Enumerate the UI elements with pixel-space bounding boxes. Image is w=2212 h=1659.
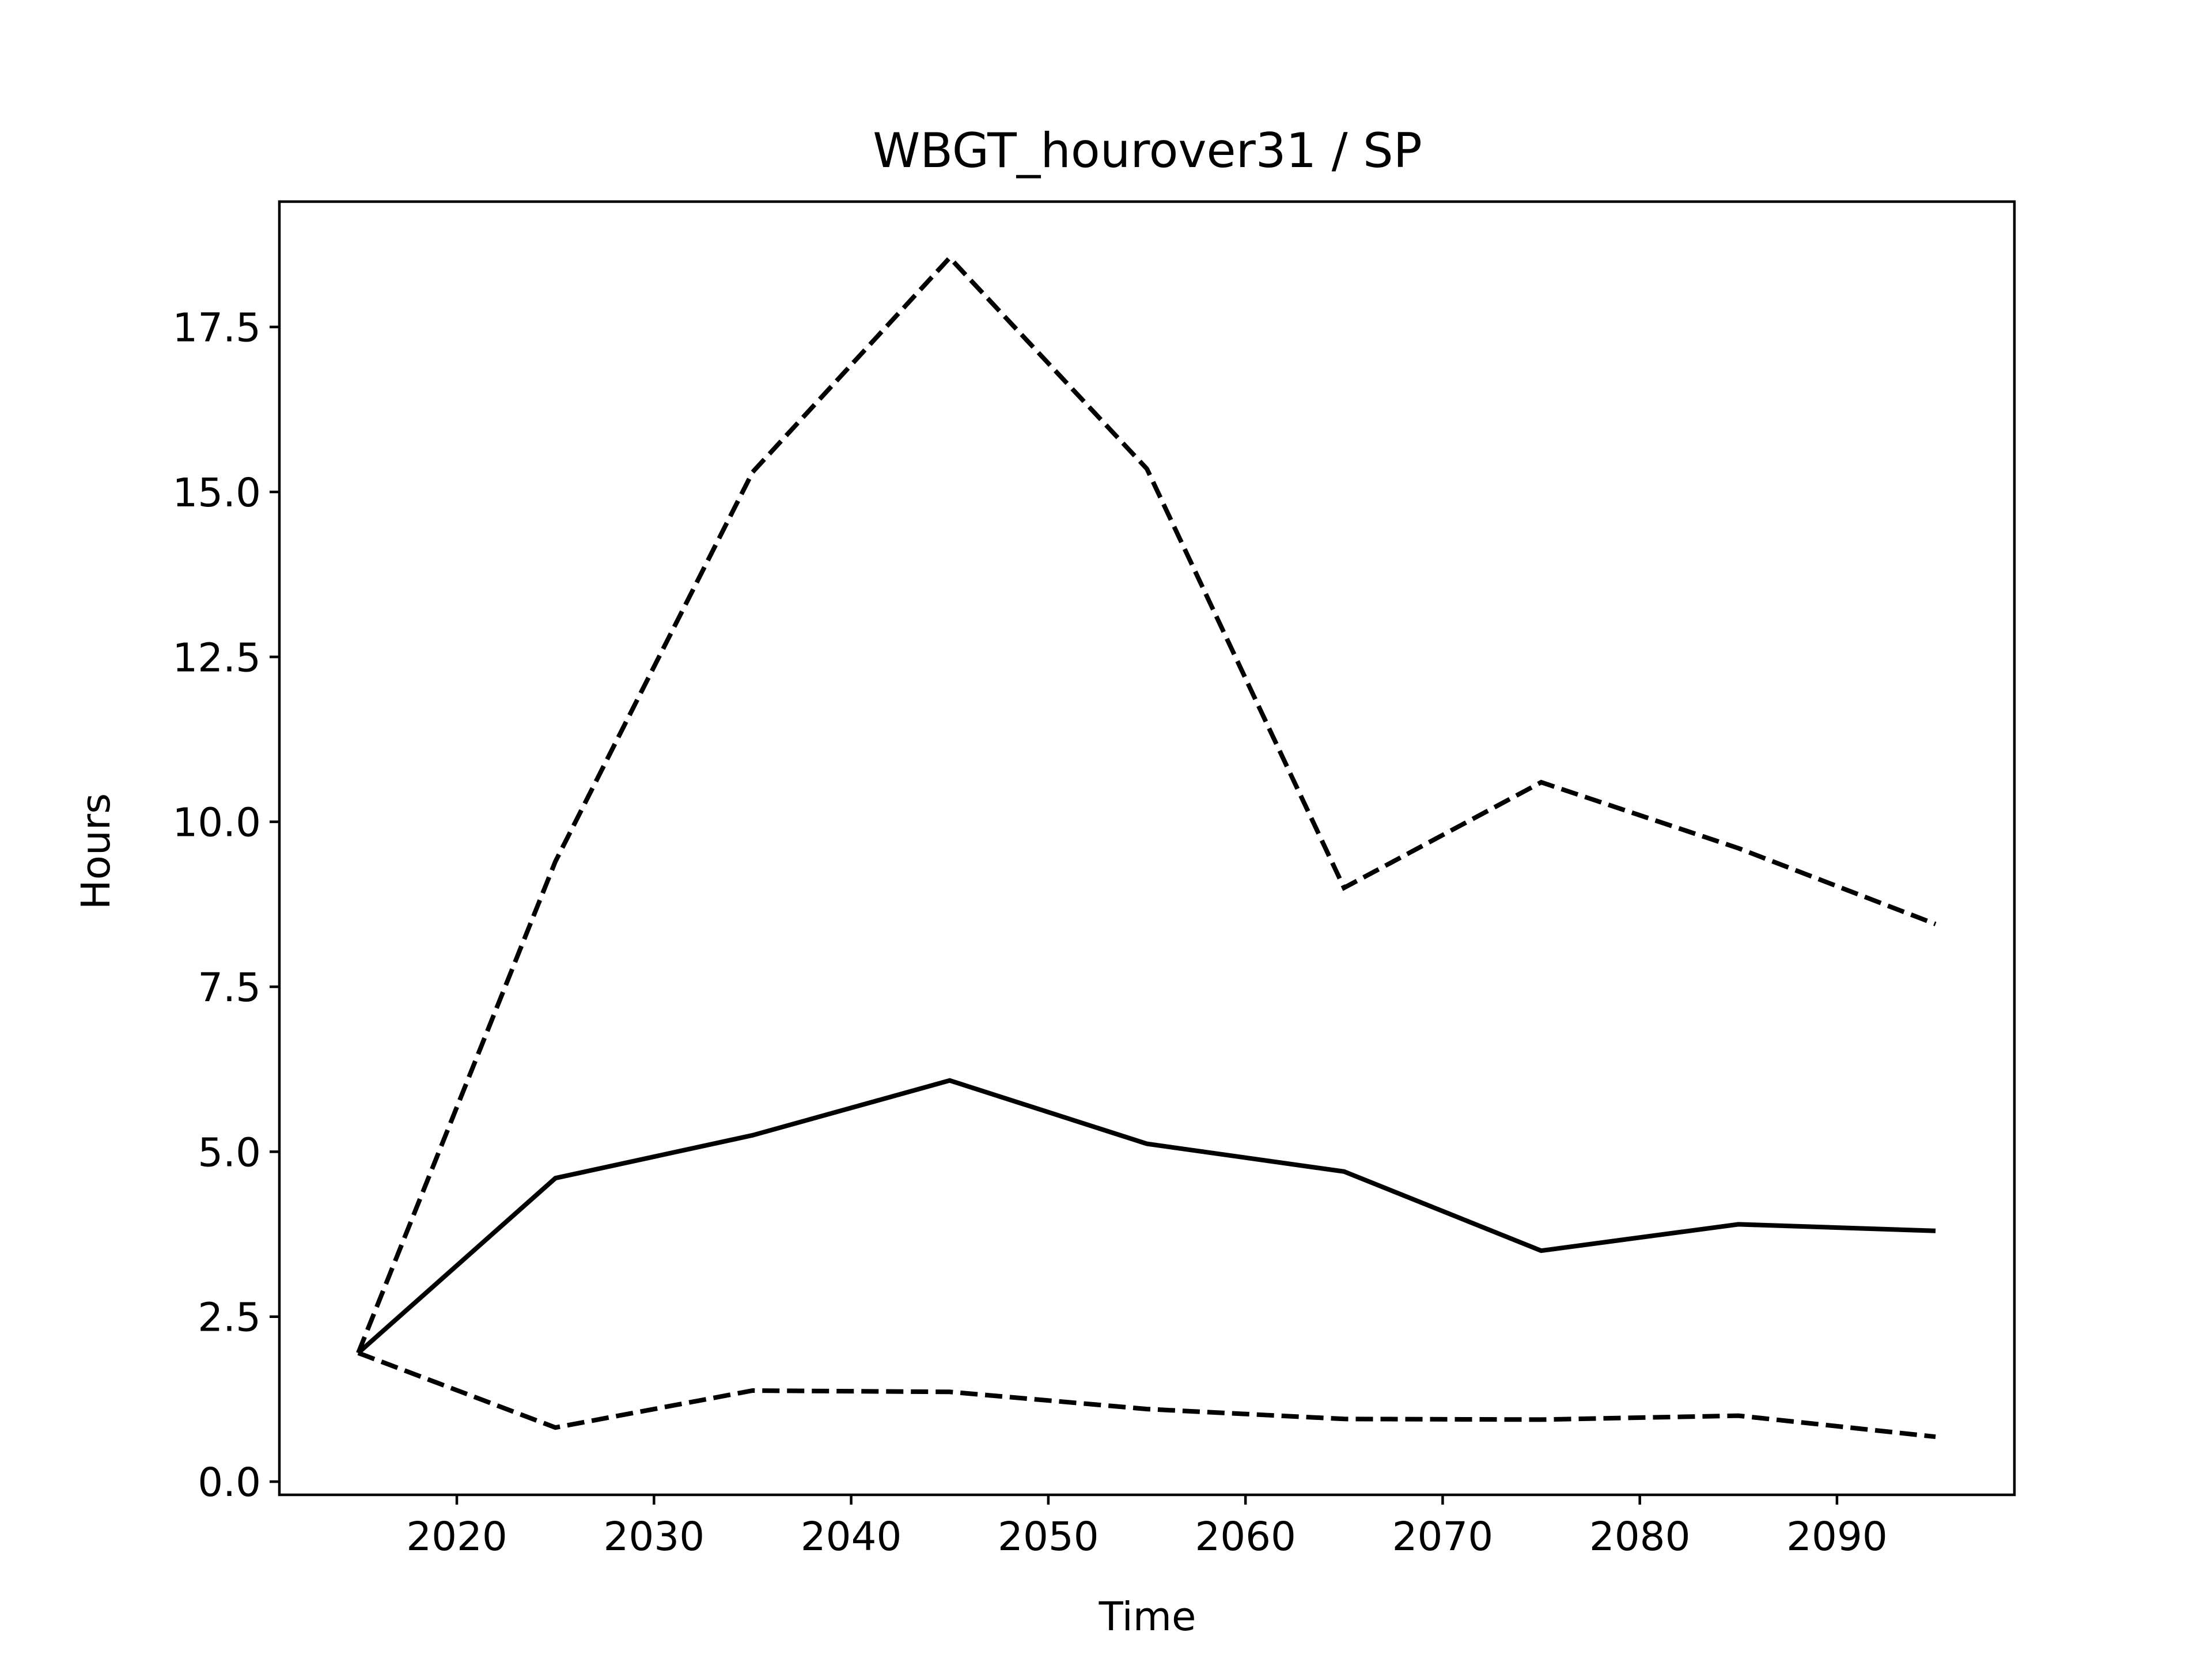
x-tick-label: 2070 xyxy=(1392,1514,1494,1560)
y-axis-label: Hours xyxy=(73,793,119,910)
y-tick-label: 17.5 xyxy=(172,305,261,351)
x-axis-label: Time xyxy=(1099,1594,1196,1640)
x-tick-label: 2080 xyxy=(1589,1514,1691,1560)
x-axis-ticks: 2020 2030 2040 2050 2060 2070 2080 2090 xyxy=(406,1495,1888,1560)
x-tick-label: 2090 xyxy=(1786,1514,1888,1560)
y-tick-label: 2.5 xyxy=(198,1295,261,1341)
x-tick-label: 2050 xyxy=(998,1514,1099,1560)
series-line-3 xyxy=(357,1350,1936,1440)
y-tick-label: 5.0 xyxy=(198,1130,261,1176)
y-axis-ticks: 0.0 2.5 5.0 7.5 10.0 12.5 15.0 17.5 xyxy=(172,305,279,1506)
plot-frame xyxy=(278,200,2016,1497)
y-tick-label: 15.0 xyxy=(172,470,261,516)
y-tick-label: 0.0 xyxy=(198,1460,261,1506)
y-tick-label: 12.5 xyxy=(172,635,261,681)
chart-title: WBGT_hourover31 / SP xyxy=(873,123,1422,179)
series-line-2 xyxy=(356,254,1937,1354)
x-tick-label: 2020 xyxy=(406,1514,507,1560)
y-tick-label: 10.0 xyxy=(172,800,261,846)
y-tick-label: 7.5 xyxy=(198,965,261,1011)
x-tick-label: 2060 xyxy=(1195,1514,1296,1560)
x-tick-label: 2040 xyxy=(801,1514,902,1560)
series-line-1 xyxy=(357,1078,1936,1355)
x-tick-label: 2030 xyxy=(604,1514,705,1560)
series-layer xyxy=(356,254,1937,1440)
